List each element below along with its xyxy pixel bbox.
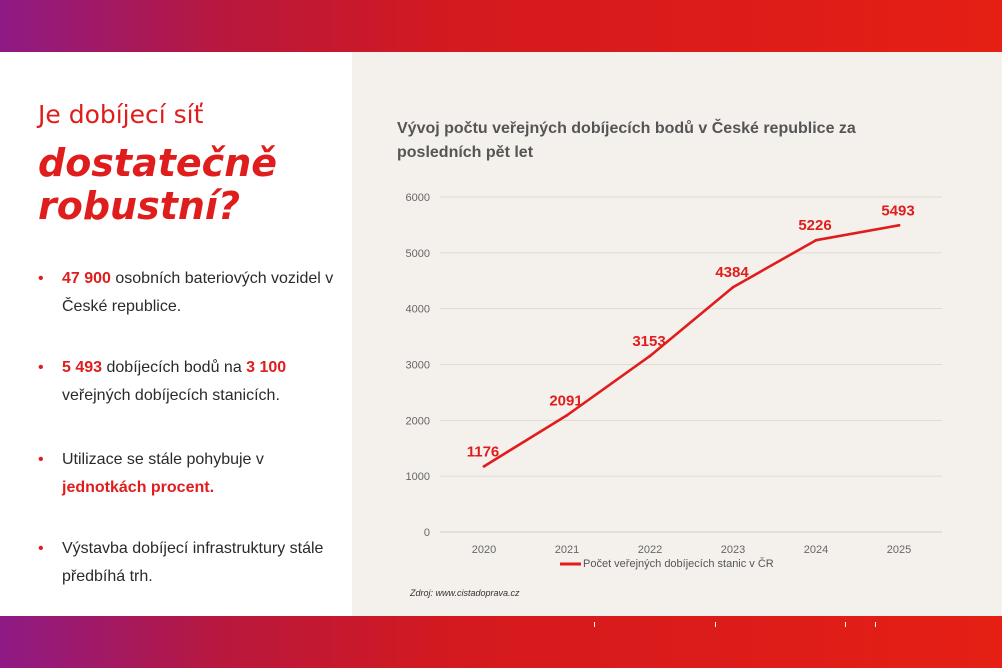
bullet-icon: •: [38, 540, 44, 557]
data-label: 5493: [881, 202, 914, 219]
data-label: 1176: [467, 443, 500, 460]
data-point: [897, 223, 901, 227]
headline-word-2: robustní?: [38, 184, 241, 228]
bullet-icon: •: [38, 270, 44, 287]
legend-label: Počet veřejných dobíjecích stanic v ČR: [583, 557, 774, 570]
headline-emphasis: dostatečně robustní?: [38, 142, 338, 228]
data-label: 2091: [549, 392, 582, 409]
bullet-icon: •: [38, 359, 44, 376]
data-point: [565, 413, 569, 417]
x-tick-label: 2023: [721, 544, 745, 556]
bullet-highlight: jednotkách procent.: [62, 479, 215, 496]
data-point: [648, 354, 652, 358]
bullet-text: Utilizace se stále pohybuje v: [62, 451, 264, 468]
bullet-text: Výstavba dobíjecí infrastruktury stále p…: [62, 540, 324, 585]
data-point: [482, 464, 486, 468]
series-line: [483, 224, 900, 468]
bullet-text: osobních bateriových vozidel v České rep…: [62, 270, 334, 315]
y-tick-label: 1000: [406, 471, 430, 483]
y-tick-label: 2000: [406, 415, 430, 427]
left-panel: [0, 52, 352, 616]
data-label: 4384: [715, 264, 749, 281]
headline-word-1: dostatečně: [38, 141, 278, 185]
data-label: 5226: [798, 217, 831, 234]
bullet-icon: •: [38, 451, 44, 468]
y-tick-label: 3000: [406, 360, 430, 372]
x-tick-label: 2021: [555, 544, 579, 556]
data-point: [814, 238, 818, 242]
data-point: [731, 285, 735, 289]
source-note: Zdroj: www.cistadoprava.cz: [410, 588, 520, 598]
bullet-highlight: 5 493: [62, 359, 103, 376]
bullet-text: dobíjecích bodů na: [102, 359, 247, 376]
top-gradient-band: [0, 0, 1002, 52]
line-chart: 0 1000 2000 3000 4000 5000 6000 2020 2021 2022 202…: [406, 192, 942, 570]
x-tick-label: 2022: [638, 544, 662, 556]
headline-line1: Je dobíjecí síť: [38, 100, 204, 129]
bottom-gradient-band: [0, 616, 1002, 668]
y-tick-label: 0: [424, 527, 430, 539]
y-tick-label: 4000: [406, 304, 430, 316]
x-tick-label: 2024: [804, 544, 828, 556]
bullet-highlight-2: 3 100: [246, 359, 287, 376]
y-tick-label: 6000: [406, 192, 430, 204]
chart-title: Vývoj počtu veřejných dobíjecích bodů v …: [397, 120, 856, 161]
x-tick-label: 2025: [887, 544, 911, 556]
y-tick-label: 5000: [406, 248, 430, 260]
data-label: 3153: [632, 333, 665, 350]
bullet-text-2: veřejných dobíjecích stanicích.: [62, 387, 280, 404]
x-tick-label: 2020: [472, 544, 496, 556]
bullet-highlight: 47 900: [62, 270, 111, 287]
